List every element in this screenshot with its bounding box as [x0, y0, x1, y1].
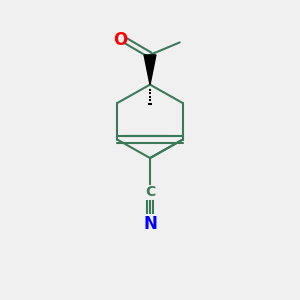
- Polygon shape: [144, 55, 156, 85]
- Text: N: N: [143, 215, 157, 233]
- Text: O: O: [113, 31, 127, 49]
- Text: C: C: [145, 185, 155, 199]
